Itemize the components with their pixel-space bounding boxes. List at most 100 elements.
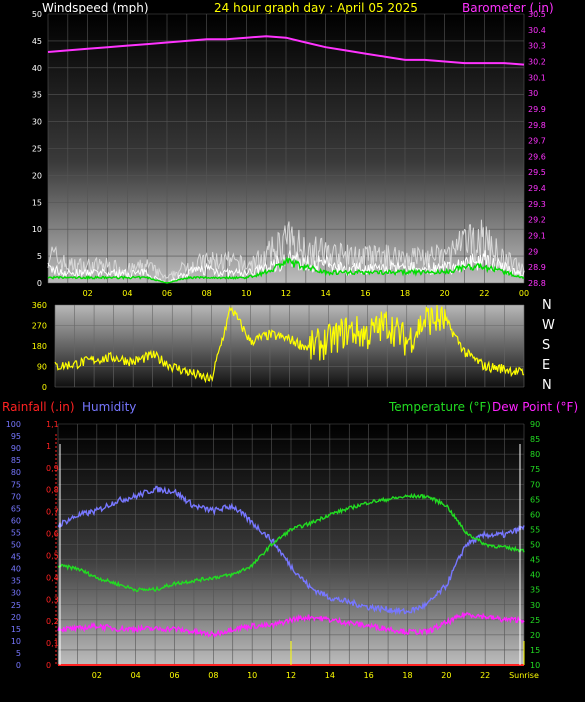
temperature-tick-label: 55 [530, 525, 540, 534]
compass-label: N [542, 378, 552, 393]
humidity-y-axis: 0 5 10 15 20 25 30 35 40 45 50 55 60 65 70 75 80 85 90 95 10… [6, 420, 21, 670]
barometer-line [47, 35, 525, 66]
legend-dewpoint: Dew Point (°F) [492, 400, 578, 414]
direction-y-axis: 0 90 180 270 360 [32, 301, 47, 392]
humidity-tick-label: 45 [11, 553, 21, 562]
humidity-tick-label: 50 [11, 541, 21, 550]
direction-series [54, 305, 525, 384]
rainfall-tick-label: 0,9 [46, 464, 59, 473]
humidity-tick-label: 25 [11, 601, 21, 610]
windspeed-tick-label: 0 [37, 279, 42, 288]
compass-label: N [542, 298, 552, 313]
humidity-tick-label: 55 [11, 528, 21, 537]
humidity-tick-label: 95 [11, 432, 21, 441]
rainfall-tick-label: 0,2 [46, 617, 59, 626]
hour-tick-label: 10 [241, 289, 251, 298]
humidity-tick-label: 85 [11, 456, 21, 465]
barometer-tick-label: 29.2 [528, 216, 546, 225]
barometer-tick-label: 29.6 [528, 152, 546, 161]
temperature-tick-label: 85 [530, 435, 540, 444]
windspeed-tick-label: 45 [32, 37, 42, 46]
rainfall-y-axis: 0 0,1 0,2 0,3 0,4 0,5 0,6 0,7 0,8 0,9 1 1,1 [46, 420, 59, 670]
temperature-tick-label: 30 [530, 601, 540, 610]
hour-tick-label: 12 [281, 289, 291, 298]
rainfall-tick-label: 0,3 [46, 595, 59, 604]
humidity-tick-label: 80 [11, 468, 21, 477]
temperature-y-axis: 10 15 20 25 30 35 40 45 50 55 60 65 70 75 80 85 90 [530, 420, 540, 670]
climate-gridlines [57, 423, 525, 666]
temperature-tick-label: 10 [530, 661, 540, 670]
windspeed-tick-label: 25 [32, 145, 42, 154]
humidity-tick-label: 40 [11, 565, 21, 574]
rainfall-tick-label: 0,8 [46, 486, 59, 495]
barometer-tick-label: 29.8 [528, 121, 546, 130]
temperature-tick-label: 25 [530, 616, 540, 625]
hour-tick-label: 16 [360, 289, 370, 298]
humidity-line [57, 485, 525, 616]
hour-tick-label: 06 [162, 289, 172, 298]
direction-tick-label: 180 [32, 342, 47, 351]
temperature-line [57, 492, 525, 593]
rainfall-tick-label: 1,1 [46, 420, 59, 429]
barometer-tick-label: 29.4 [528, 184, 546, 193]
hour-tick-label: 10 [247, 671, 257, 680]
dewpoint-line [57, 612, 525, 639]
windspeed-axis-title: Windspeed (mph) [42, 1, 149, 15]
hour-tick-label: 04 [131, 671, 141, 680]
hour-tick-label: Sunrise [509, 671, 539, 680]
barometer-tick-label: 28.8 [528, 279, 546, 288]
windspeed-tick-label: 50 [32, 10, 42, 19]
direction-tick-label: 0 [42, 383, 47, 392]
temperature-tick-label: 80 [530, 450, 540, 459]
barometer-tick-label: 30.5 [528, 10, 546, 19]
hour-tick-label: 22 [479, 289, 489, 298]
windspeed-tick-label: 30 [32, 118, 42, 127]
hour-tick-label: 08 [208, 671, 218, 680]
humidity-tick-label: 20 [11, 613, 21, 622]
hour-tick-label: 20 [440, 289, 450, 298]
humidity-temperature-panel: 0 5 10 15 20 25 30 35 40 45 50 55 60 65 70 75 80 85 90 95 10… [6, 420, 540, 680]
rainfall-tick-label: 0,6 [46, 530, 59, 539]
barometer-tick-label: 30.2 [528, 57, 546, 66]
temperature-tick-label: 15 [530, 646, 540, 655]
barometer-tick-label: 29.7 [528, 137, 546, 146]
humidity-tick-label: 70 [11, 492, 21, 501]
legend-rainfall: Rainfall (.in) [2, 400, 75, 414]
humidity-tick-label: 15 [11, 625, 21, 634]
hour-tick-label: 08 [202, 289, 212, 298]
hour-tick-label: 14 [321, 289, 331, 298]
barometer-tick-label: 30 [528, 89, 538, 98]
humidity-tick-label: 60 [11, 516, 21, 525]
barometer-tick-label: 28.9 [528, 263, 546, 272]
wind-average-line [47, 256, 525, 284]
temperature-tick-label: 65 [530, 495, 540, 504]
chart-title: 24 hour graph day : April 05 2025 [214, 1, 418, 15]
humidity-tick-label: 90 [11, 444, 21, 453]
temperature-tick-label: 50 [530, 541, 540, 550]
windspeed-tick-label: 5 [37, 252, 42, 261]
climate-series [57, 444, 525, 666]
legend-humidity: Humidity [82, 400, 136, 414]
humidity-tick-label: 0 [16, 661, 21, 670]
temperature-tick-label: 35 [530, 586, 540, 595]
barometer-tick-label: 30.4 [528, 26, 546, 35]
barometer-tick-label: 30.3 [528, 42, 546, 51]
hour-tick-label: 06 [169, 671, 179, 680]
barometer-tick-label: 29.9 [528, 105, 546, 114]
temperature-tick-label: 45 [530, 556, 540, 565]
climate-x-axis: 02 04 06 08 10 12 14 16 18 20 22 Sunrise [92, 671, 539, 680]
temperature-tick-label: 60 [530, 510, 540, 519]
humidity-tick-label: 10 [11, 637, 21, 646]
windspeed-y-axis: 0 5 10 15 20 25 30 35 40 45 50 [32, 10, 42, 288]
compass-label: E [542, 358, 550, 373]
rainfall-tick-label: 0,7 [46, 508, 59, 517]
humidity-tick-label: 5 [16, 649, 21, 658]
legend-temperature: Temperature (°F) [388, 400, 491, 414]
rainfall-tick-label: 0 [46, 661, 51, 670]
humidity-tick-label: 75 [11, 480, 21, 489]
temperature-tick-label: 75 [530, 465, 540, 474]
hour-tick-label: 22 [480, 671, 490, 680]
hour-tick-label: 02 [83, 289, 93, 298]
